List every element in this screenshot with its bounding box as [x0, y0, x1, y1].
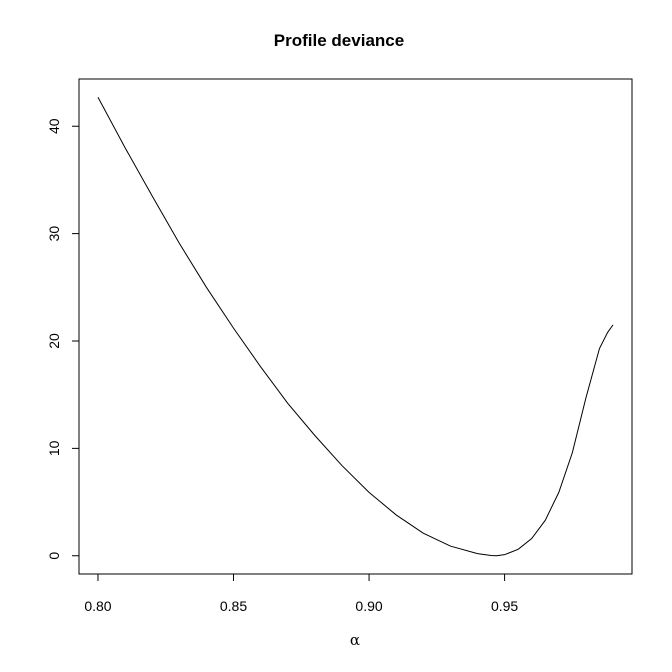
x-tick-label: 0.80 — [84, 598, 111, 614]
y-tick-label: 30 — [46, 226, 62, 242]
x-axis: 0.80 0.85 0.90 0.95 — [84, 573, 518, 614]
x-tick-label: 0.90 — [355, 598, 382, 614]
y-tick-label: 0 — [46, 552, 62, 560]
y-tick-label: 40 — [46, 118, 62, 134]
plot-frame — [78, 78, 633, 575]
chart-title: Profile deviance — [274, 31, 404, 50]
y-axis: 0 10 20 30 40 — [46, 118, 80, 560]
y-tick-label: 20 — [46, 333, 62, 349]
x-axis-title: α — [350, 631, 360, 649]
y-tick-label: 10 — [46, 440, 62, 456]
x-tick-label: 0.85 — [220, 598, 247, 614]
x-tick-label: 0.95 — [491, 598, 518, 614]
deviance-curve — [97, 97, 614, 557]
